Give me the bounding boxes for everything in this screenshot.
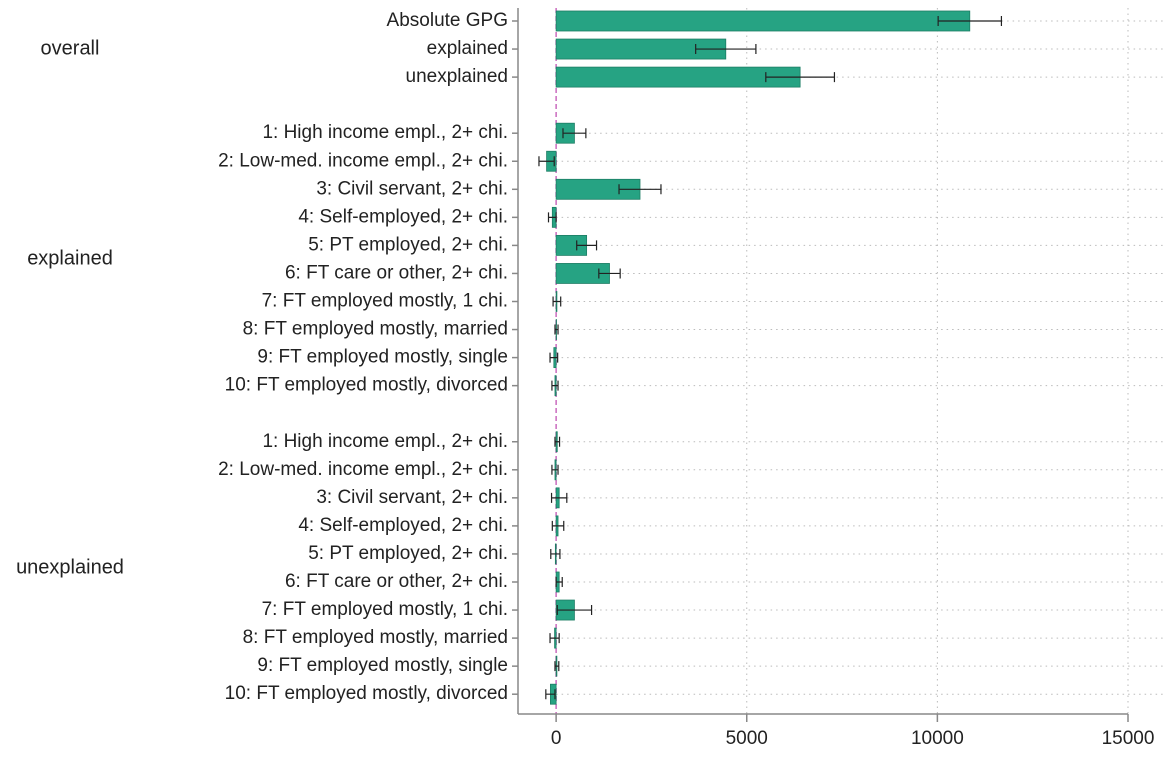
x-tick-label: 15000 bbox=[1102, 728, 1155, 749]
y-tick-label: 7: FT employed mostly, 1 chi. bbox=[262, 291, 508, 312]
group-label: explained bbox=[27, 248, 113, 270]
x-tick-label: 0 bbox=[551, 728, 562, 749]
y-tick-label: 3: Civil servant, 2+ chi. bbox=[316, 178, 508, 199]
y-tick-label: 6: FT care or other, 2+ chi. bbox=[285, 262, 508, 283]
y-tick-label: Absolute GPG bbox=[387, 10, 508, 31]
y-tick-label: unexplained bbox=[406, 66, 508, 87]
group-label: unexplained bbox=[16, 556, 124, 578]
y-tick-label: explained bbox=[427, 38, 508, 59]
y-tick-label: 8: FT employed mostly, married bbox=[243, 319, 508, 340]
bar bbox=[556, 67, 800, 87]
x-tick-label: 10000 bbox=[911, 728, 964, 749]
y-tick-label: 5: PT employed, 2+ chi. bbox=[308, 543, 508, 564]
y-tick-label: 4: Self-employed, 2+ chi. bbox=[298, 206, 508, 227]
x-tick-label: 5000 bbox=[726, 728, 768, 749]
y-tick-label: 8: FT employed mostly, married bbox=[243, 627, 508, 648]
y-tick-label: 10: FT employed mostly, divorced bbox=[225, 375, 508, 396]
y-tick-label: 3: Civil servant, 2+ chi. bbox=[316, 487, 508, 508]
bar bbox=[556, 11, 970, 31]
y-tick-label: 1: High income empl., 2+ chi. bbox=[262, 431, 508, 452]
y-tick-label: 9: FT employed mostly, single bbox=[257, 655, 508, 676]
y-tick-label: 2: Low-med. income empl., 2+ chi. bbox=[218, 150, 508, 171]
y-tick-label: 2: Low-med. income empl., 2+ chi. bbox=[218, 459, 508, 480]
y-tick-label: 7: FT employed mostly, 1 chi. bbox=[262, 599, 508, 620]
y-tick-label: 6: FT care or other, 2+ chi. bbox=[285, 571, 508, 592]
y-tick-label: 5: PT employed, 2+ chi. bbox=[308, 234, 508, 255]
y-tick-label: 10: FT employed mostly, divorced bbox=[225, 683, 508, 704]
y-tick-label: 1: High income empl., 2+ chi. bbox=[262, 122, 508, 143]
y-tick-label: 4: Self-employed, 2+ chi. bbox=[298, 515, 508, 536]
group-label: overall bbox=[41, 37, 100, 59]
y-tick-label: 9: FT employed mostly, single bbox=[257, 347, 508, 368]
